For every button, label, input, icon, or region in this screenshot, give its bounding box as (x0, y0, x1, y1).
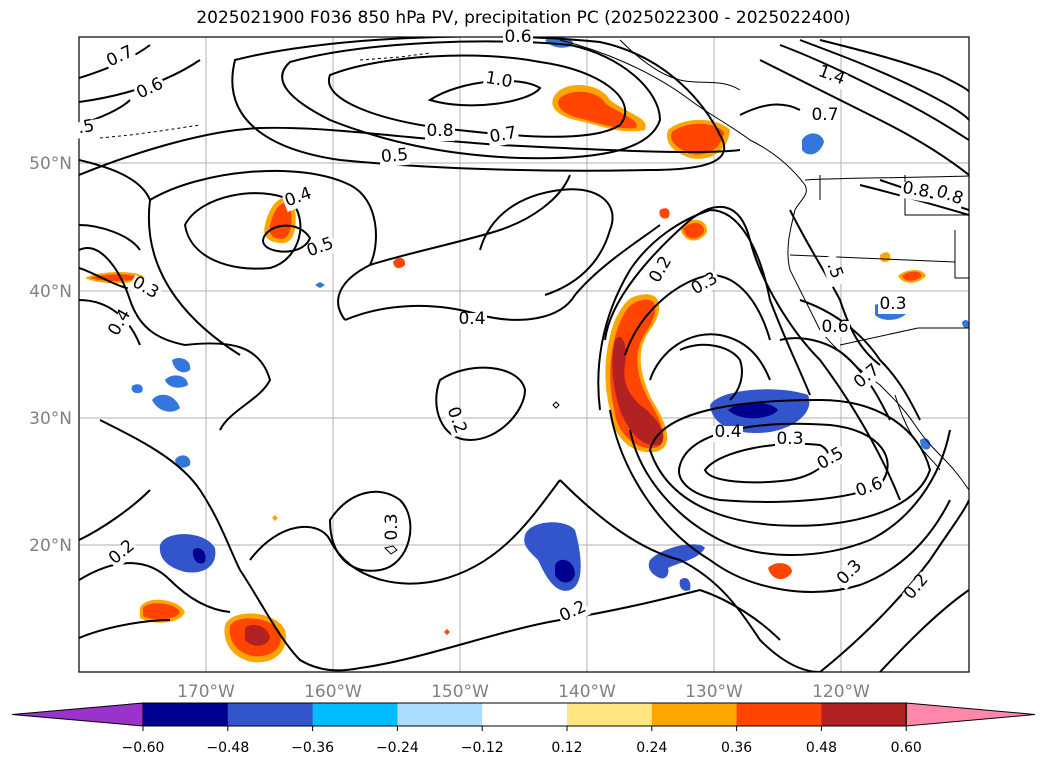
contour-label-bg (775, 433, 805, 449)
contour-label-bg (282, 186, 316, 212)
contour-label-bg (386, 512, 402, 542)
contour-label: 0.3 (688, 268, 721, 299)
contour-label: 0.6 (821, 317, 848, 337)
contour-label-bg (688, 270, 723, 300)
colorbar-tick-label: 0.24 (636, 740, 667, 756)
map-title: 2025021900 F036 850 hPa PV, precipitatio… (196, 8, 851, 28)
contour-label: 0.3 (382, 513, 402, 540)
lon-label: 160°W (304, 682, 362, 702)
lat-label: 40°N (29, 282, 72, 302)
lat-label: 20°N (29, 536, 72, 556)
colorbar-tick-label: −0.12 (461, 740, 504, 756)
lon-label: 170°W (177, 682, 235, 702)
lon-label: 140°W (558, 682, 616, 702)
colorbar-cell (227, 703, 314, 726)
contour-label-bg (820, 321, 850, 337)
contour-label-bg (647, 253, 677, 288)
colorbar-extend-low (11, 702, 144, 727)
colorbar-tick-label: 0.36 (721, 740, 752, 756)
lon-label: 120°W (812, 682, 870, 702)
contour-label: 0.2 (645, 253, 676, 286)
contour-label-bg (106, 306, 136, 341)
contour-label-bg (814, 445, 849, 475)
colorbar-cell (482, 703, 568, 726)
colorbar-cell (736, 703, 822, 726)
colorbar-cell (821, 703, 907, 726)
contour-label: 0.4 (104, 306, 135, 339)
contour-label-bg (425, 125, 455, 141)
contour-label-bg (878, 298, 908, 314)
contour-label: 0.2 (900, 570, 933, 604)
contour-label: 0.8 (901, 178, 931, 202)
colorbar-tick-label: −0.36 (291, 740, 334, 756)
contour-labels: 0.70.6.50.61.00.8 0.70.50.40.50.30.4 0.40.… (70, 27, 966, 627)
colorbar-cell (143, 703, 229, 726)
contour-label-bg (820, 254, 846, 288)
contour-label-bg (814, 64, 848, 90)
colorbar-tick-label: −0.60 (122, 740, 165, 756)
lat-label: 30°N (29, 409, 72, 429)
contour-label-bg (127, 274, 162, 304)
contour-label: 0.3 (776, 429, 803, 449)
contour-label-bg (713, 426, 743, 442)
colorbar-tick-label: 0.48 (806, 740, 837, 756)
contour-label-bg (851, 361, 885, 394)
pv-contours (79, 37, 969, 672)
contour-label: 0.4 (458, 309, 485, 329)
colorbar-cell (651, 703, 738, 726)
contour-label: 0.5 (380, 145, 409, 167)
colorbar: −0.60 −0.48 −0.36 −0.24 −0.12 0.12 0.24 0.36 0.4… (11, 702, 1036, 756)
colorbar-cell (567, 703, 653, 726)
contour-label-bg (810, 109, 840, 125)
contour-label: 0.7 (811, 105, 838, 125)
contour-label-bg (106, 537, 140, 570)
contour-label-bg (853, 476, 887, 502)
contour-label: 0.4 (714, 422, 741, 442)
lat-label: 50°N (29, 154, 72, 174)
colorbar-frame (142, 702, 907, 727)
colorbar-cell (312, 703, 398, 726)
contour-label: 0.6 (504, 27, 531, 47)
colorbar-tick-label: −0.48 (206, 740, 249, 756)
contour-label-bg (899, 181, 932, 203)
contour-label-bg (70, 118, 103, 140)
contour-label-bg (304, 236, 338, 262)
contour-label: .5 (76, 116, 95, 139)
contour-label-bg (133, 76, 168, 104)
colorbar-extend-high (905, 702, 1036, 727)
contour-label-bg (103, 44, 138, 72)
contour-label-bg (901, 571, 934, 605)
colorbar-tick-label: −0.24 (376, 740, 419, 756)
contour-label-bg (442, 404, 468, 438)
contour-label-bg (556, 599, 591, 627)
colorbar-tick-label: 0.12 (551, 740, 582, 756)
contour-label-bg (379, 148, 411, 168)
contour-label-bg (503, 31, 533, 47)
contour-label: 0.7 (488, 123, 518, 147)
lon-label: 150°W (431, 682, 489, 702)
contour-label: 1.0 (484, 68, 514, 92)
contour-label: .5 (823, 259, 847, 281)
contour-label-bg (482, 71, 515, 93)
contour-label-bg (834, 557, 868, 591)
colorbar-cell (397, 703, 483, 726)
contour-label-bg (487, 126, 520, 148)
contour-label: 0.3 (879, 294, 906, 314)
contour-label-bg (932, 184, 966, 210)
contour-label-bg (457, 313, 487, 329)
contour-label: 0.8 (426, 121, 453, 141)
colorbar-tick-label: 0.60 (891, 740, 922, 756)
lon-label: 130°W (685, 682, 743, 702)
